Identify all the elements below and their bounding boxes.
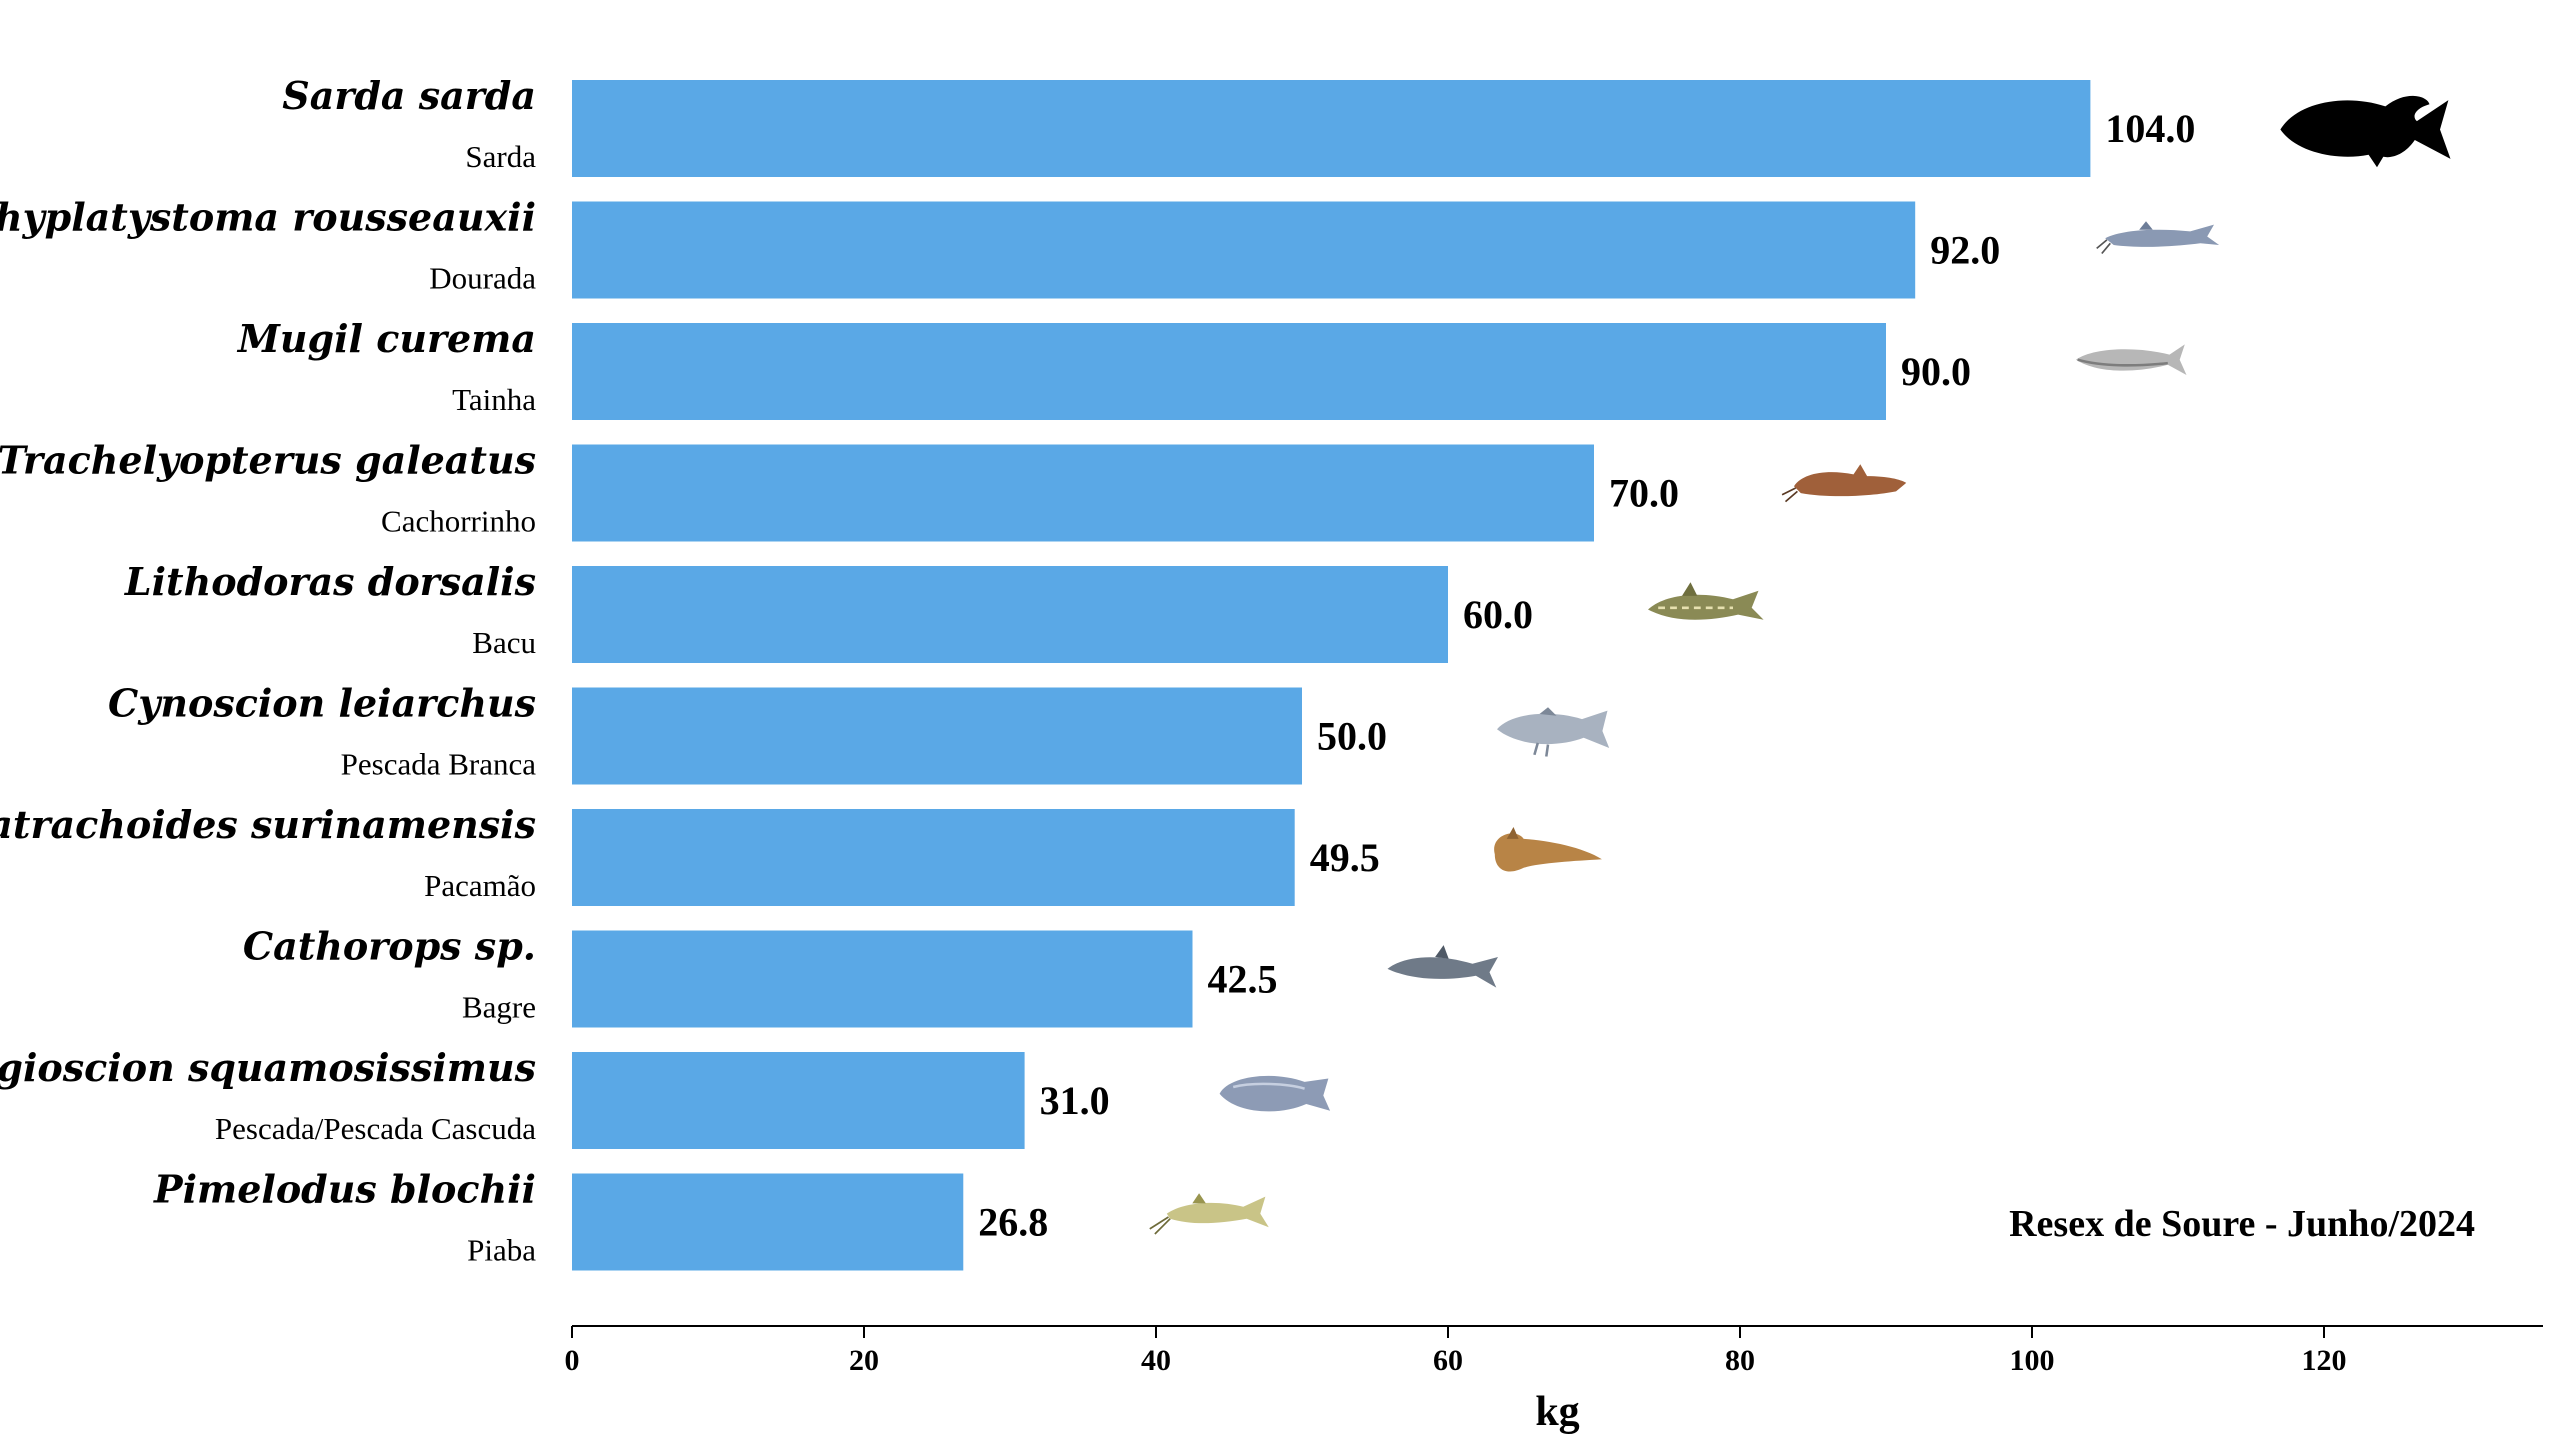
category-label: Brachyplatystoma rousseauxii	[0, 195, 536, 240]
value-labels-group: 104.0 92.0 90.0 70.0 60.0 50.0 49.5 42.5 31.0 26.…	[978, 106, 2195, 1245]
chart-annotation: Resex de Soure - Junho/2024	[2009, 1203, 2475, 1245]
category-label: Pimelodus blochii	[153, 1167, 536, 1212]
silhouette-fish-icon	[2280, 95, 2451, 168]
sea-catfish-icon	[1387, 945, 1498, 988]
fish-icons-group	[1149, 95, 2451, 1235]
data-label: 31.0	[1040, 1078, 1110, 1123]
x-tick-label: 100	[2010, 1344, 2055, 1377]
bar	[572, 566, 1448, 663]
category-label: Cynoscion leiarchus	[108, 681, 536, 726]
x-tick-label: 0	[565, 1344, 580, 1377]
common-name-label: Tainha	[452, 382, 536, 417]
data-label: 104.0	[2105, 106, 2195, 151]
category-labels-group: Sarda sarda Sarda Brachyplatystoma roussea…	[0, 73, 536, 1268]
data-label: 70.0	[1609, 471, 1679, 516]
common-name-label: Cachorrinho	[381, 504, 536, 539]
category-label: Mugil curema	[236, 316, 536, 361]
croaker-icon	[1219, 1075, 1331, 1112]
category-label: Lithodoras dorsalis	[124, 559, 536, 604]
weakfish-icon	[1497, 707, 1610, 757]
data-label: 92.0	[1930, 228, 2000, 273]
data-label: 42.5	[1208, 957, 1278, 1002]
common-name-label: Bagre	[462, 990, 536, 1025]
bar	[572, 201, 1916, 299]
bar	[572, 687, 1302, 785]
toadfish-icon	[1494, 827, 1602, 872]
x-tick-label: 40	[1141, 1344, 1171, 1377]
bars-group	[572, 80, 2091, 1271]
x-tick-label: 60	[1433, 1344, 1463, 1377]
x-axis-label: kg	[1535, 1389, 1579, 1435]
bar	[572, 809, 1295, 906]
bar	[572, 323, 1886, 420]
common-name-label: Bacu	[472, 625, 536, 660]
long-whisker-catfish-icon	[1149, 1193, 1269, 1235]
common-name-label: Pescada/Pescada Cascuda	[215, 1111, 536, 1146]
thorny-catfish-icon	[1648, 582, 1764, 620]
common-name-label: Pescada Branca	[341, 747, 537, 782]
bar	[572, 930, 1193, 1028]
catfish-icon	[2096, 221, 2220, 255]
category-label: Sarda sarda	[282, 73, 536, 118]
data-label: 50.0	[1317, 714, 1387, 759]
common-name-label: Dourada	[429, 261, 536, 296]
data-label: 60.0	[1463, 592, 1533, 637]
bar	[572, 1173, 964, 1271]
common-name-label: Pacamão	[424, 868, 536, 903]
mullet-icon	[2076, 344, 2187, 375]
category-label: Cathorops sp.	[243, 924, 536, 969]
bar	[572, 80, 2091, 177]
common-name-label: Piaba	[467, 1233, 536, 1268]
data-label: 26.8	[978, 1200, 1048, 1245]
category-label: Trachelyopterus galeatus	[0, 438, 536, 483]
bar	[572, 444, 1594, 542]
common-name-label: Sarda	[465, 139, 536, 174]
data-label: 49.5	[1310, 835, 1380, 880]
bar	[572, 1052, 1025, 1149]
data-label: 90.0	[1901, 349, 1971, 394]
driftwood-catfish-icon	[1781, 464, 1907, 503]
category-label: Plagioscion squamosissimus	[0, 1045, 536, 1090]
x-tick-label: 80	[1725, 1344, 1755, 1377]
x-ticks-group: 0 20 40 60 80 100 120	[565, 1326, 2347, 1377]
category-label: Batrachoides surinamensis	[0, 802, 536, 847]
x-tick-label: 120	[2302, 1344, 2347, 1377]
x-tick-label: 20	[849, 1344, 879, 1377]
